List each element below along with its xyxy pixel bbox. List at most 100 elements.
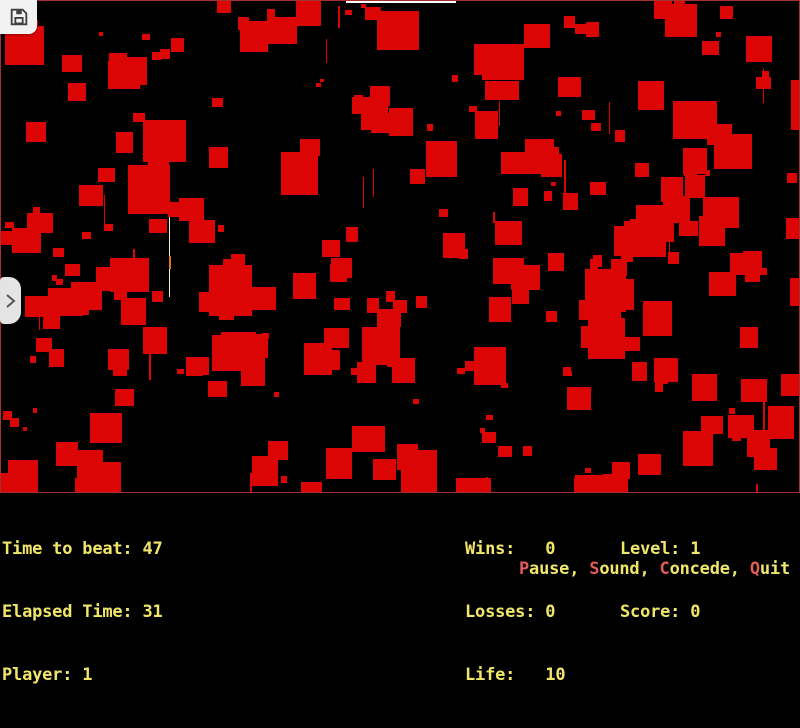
- red-block: [623, 337, 640, 351]
- red-block: [729, 408, 735, 414]
- red-block: [683, 148, 707, 174]
- red-block: [512, 288, 529, 304]
- red-block: [160, 49, 170, 59]
- red-block: [582, 110, 595, 120]
- red-block: [452, 75, 458, 82]
- menu-item-quit[interactable]: Quit: [750, 559, 790, 579]
- red-block: [10, 418, 19, 427]
- red-block: [36, 338, 52, 352]
- red-block: [65, 264, 80, 276]
- red-block: [189, 220, 215, 243]
- red-block: [591, 310, 604, 325]
- red-block: [489, 297, 511, 322]
- red-block: [149, 219, 167, 233]
- red-block: [679, 221, 698, 236]
- red-block: [53, 248, 64, 257]
- menu-item-concede[interactable]: Concede: [660, 559, 730, 579]
- red-block: [564, 160, 566, 201]
- sidebar-toggle-handle[interactable]: [0, 277, 21, 324]
- red-block: [209, 147, 228, 168]
- red-block: [493, 212, 495, 223]
- red-block: [469, 106, 477, 112]
- red-block: [80, 306, 89, 315]
- red-block: [142, 34, 150, 40]
- red-block: [113, 364, 127, 376]
- red-block: [480, 428, 485, 433]
- red-block: [563, 367, 571, 376]
- red-block: [363, 177, 364, 208]
- red-block: [593, 255, 602, 267]
- red-block: [271, 17, 297, 44]
- red-block: [575, 24, 588, 34]
- red-block: [322, 240, 340, 257]
- hud-level: Level: 1: [620, 539, 701, 559]
- red-block: [231, 254, 245, 266]
- red-block: [544, 191, 552, 201]
- game-field[interactable]: [0, 0, 800, 493]
- red-block: [171, 38, 184, 52]
- red-block: [56, 279, 63, 285]
- hud-wins: Wins: 0: [465, 539, 556, 559]
- red-block: [692, 374, 717, 401]
- red-block: [169, 207, 175, 214]
- hotkey-sound: S: [589, 559, 600, 579]
- red-block: [455, 252, 459, 256]
- red-block: [293, 273, 316, 299]
- red-block: [451, 170, 456, 175]
- red-block: [300, 139, 320, 156]
- menu-item-pause[interactable]: Pause: [519, 559, 569, 579]
- red-block: [49, 349, 64, 367]
- red-block: [465, 361, 475, 371]
- red-block: [702, 41, 719, 55]
- red-block: [26, 122, 46, 142]
- red-block: [586, 22, 599, 37]
- red-block: [68, 83, 86, 101]
- red-block: [75, 478, 99, 492]
- red-block: [730, 253, 754, 275]
- red-block: [786, 218, 799, 239]
- red-block: [296, 1, 321, 26]
- save-button[interactable]: [0, 0, 37, 34]
- red-block: [361, 103, 388, 130]
- red-block: [611, 259, 627, 276]
- red-block: [763, 68, 764, 103]
- red-block: [548, 253, 564, 271]
- red-block: [33, 207, 40, 215]
- menu-label-sound: ound: [599, 559, 640, 579]
- red-block: [367, 298, 379, 313]
- hud-mid-column: Wins: 0 Losses: 0 Life: 10: [465, 497, 566, 728]
- red-block: [741, 379, 767, 402]
- red-block: [104, 195, 105, 231]
- hotkey-concede: C: [659, 559, 670, 579]
- red-block: [486, 415, 493, 420]
- red-block: [320, 79, 324, 82]
- red-block: [563, 193, 578, 210]
- menu-label-pause: ause: [529, 559, 570, 579]
- red-block: [590, 182, 606, 195]
- red-block: [493, 258, 524, 284]
- menu-separator: ,: [569, 559, 590, 579]
- red-block: [501, 383, 508, 388]
- red-block: [486, 477, 488, 492]
- red-block: [551, 182, 556, 186]
- red-block: [607, 279, 634, 310]
- command-menu: Pause, Sound, Concede, Quit: [519, 559, 790, 580]
- red-block: [632, 362, 647, 381]
- red-block: [199, 292, 225, 312]
- red-block: [609, 102, 610, 134]
- red-block: [558, 77, 581, 97]
- red-block: [82, 232, 91, 239]
- player-trail-hit: [169, 256, 171, 269]
- red-block: [128, 165, 170, 214]
- red-block: [357, 362, 376, 383]
- menu-item-sound[interactable]: Sound: [589, 559, 639, 579]
- red-block: [23, 427, 27, 431]
- red-block: [705, 170, 710, 176]
- red-block: [262, 333, 269, 339]
- red-block: [338, 6, 340, 28]
- red-block: [186, 357, 203, 376]
- red-block: [3, 411, 12, 420]
- red-block: [673, 101, 717, 139]
- red-block: [525, 139, 554, 174]
- red-block: [661, 177, 683, 202]
